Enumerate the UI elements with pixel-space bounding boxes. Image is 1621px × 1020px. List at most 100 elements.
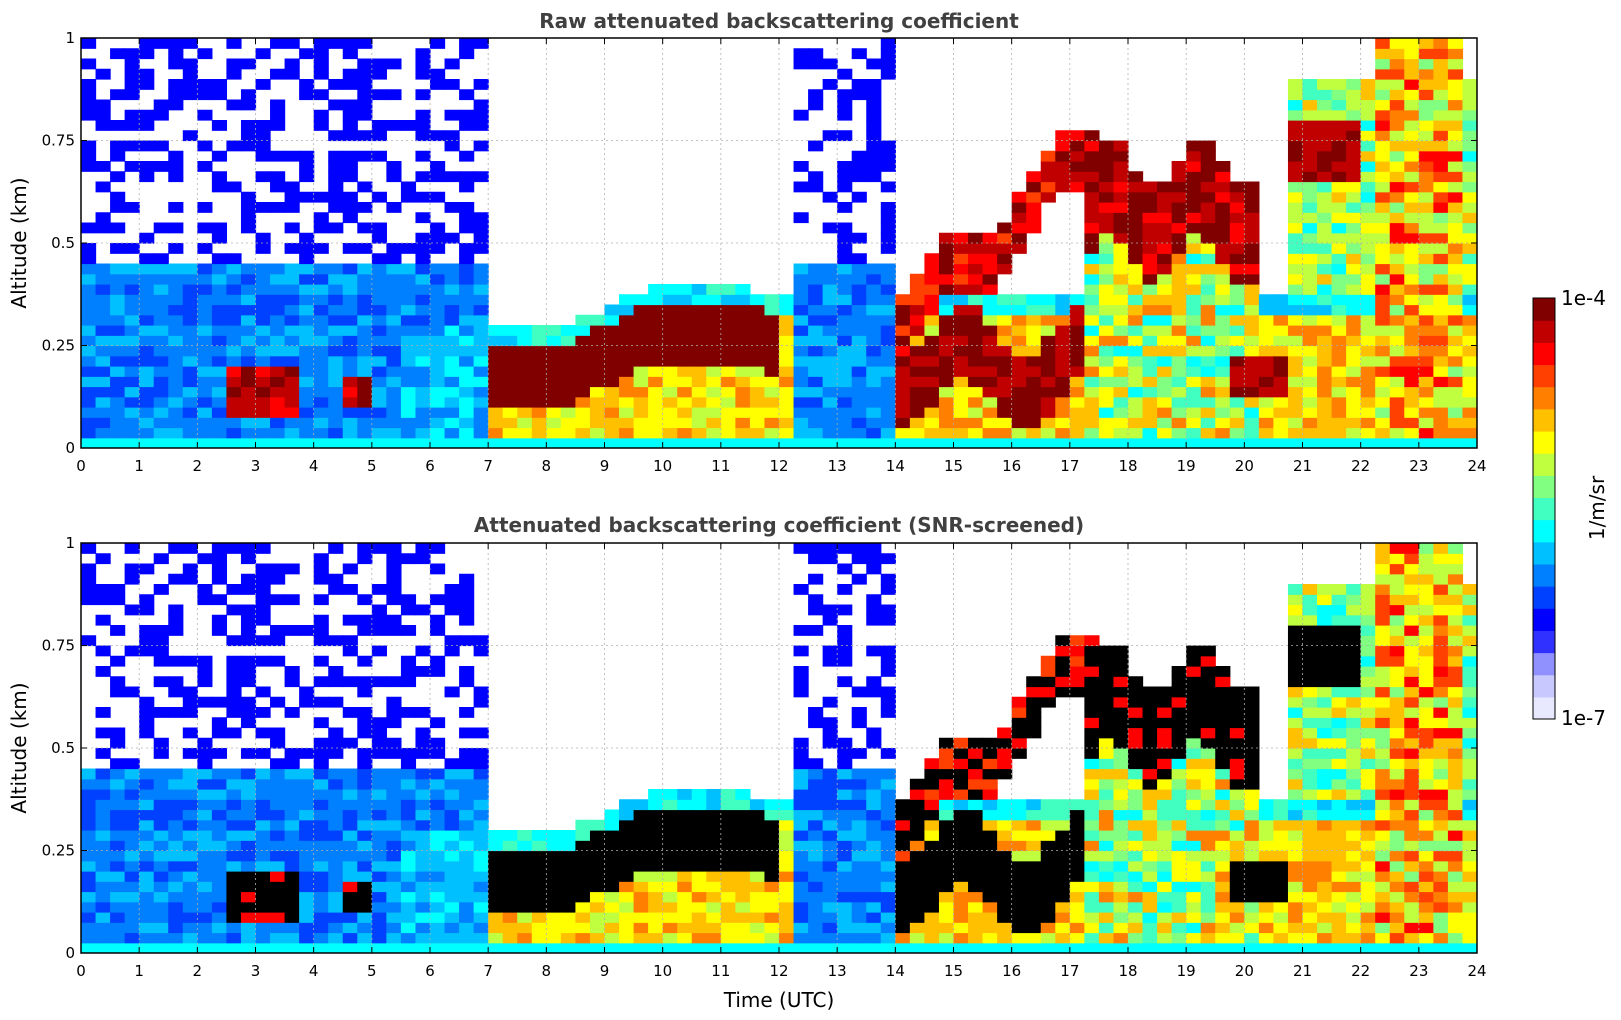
heatmap-cell (1098, 396, 1115, 408)
heatmap-cell (1302, 417, 1318, 429)
heatmap-cell (299, 396, 315, 408)
heatmap-cell (430, 407, 446, 418)
heatmap-cell (1157, 891, 1173, 903)
heatmap-cell (284, 202, 300, 213)
heatmap-cell (1200, 717, 1216, 729)
heatmap-cell (226, 366, 242, 377)
heatmap-cell (531, 840, 547, 852)
heatmap-cell (575, 437, 591, 448)
heatmap-cell (1055, 325, 1071, 336)
heatmap-cell (1128, 686, 1144, 698)
heatmap-cell (1360, 696, 1376, 708)
heatmap-cell (1404, 696, 1420, 708)
heatmap-cell (1331, 79, 1347, 90)
heatmap-cell (779, 819, 795, 831)
heatmap-cell (168, 614, 184, 626)
heatmap-cell (982, 922, 998, 934)
heatmap-cell (1215, 666, 1231, 677)
heatmap-cell (1360, 99, 1376, 111)
heatmap-cell (357, 912, 373, 923)
heatmap-cell (197, 335, 213, 347)
heatmap-cell (110, 840, 126, 852)
heatmap-cell (1287, 109, 1304, 121)
heatmap-cell (1244, 809, 1260, 821)
heatmap-cell (240, 912, 257, 923)
heatmap-cell (444, 584, 460, 595)
heatmap-cell (1418, 355, 1434, 367)
heatmap-cell (371, 727, 387, 739)
heatmap-cell (1375, 881, 1391, 893)
heatmap-cell (546, 417, 562, 429)
heatmap-cell (459, 437, 475, 448)
heatmap-cell (386, 376, 402, 388)
heatmap-cell (488, 417, 504, 429)
heatmap-cell (1098, 304, 1115, 316)
heatmap-cell (444, 140, 460, 152)
heatmap-cell (1113, 345, 1129, 357)
heatmap-cell (1389, 243, 1405, 254)
heatmap-cell (924, 809, 940, 821)
heatmap-cell (1142, 386, 1158, 398)
heatmap-cell (1302, 645, 1318, 657)
heatmap-cell (793, 666, 809, 677)
heatmap-cell (473, 79, 489, 90)
heatmap-cell (1157, 830, 1173, 841)
heatmap-cell (1069, 686, 1085, 698)
heatmap-cell (1244, 717, 1260, 729)
heatmap-cell (793, 325, 809, 336)
heatmap-cell (589, 819, 606, 831)
heatmap-cell (255, 407, 271, 418)
heatmap-cell (342, 345, 358, 357)
heatmap-cell (1098, 707, 1115, 718)
heatmap-cell (328, 417, 344, 429)
heatmap-cell (211, 294, 228, 306)
heatmap-cell (81, 840, 97, 852)
heatmap-cell (255, 942, 271, 953)
heatmap-cell (371, 932, 387, 944)
y-tick-label: 0.25 (42, 337, 75, 355)
heatmap-cell (284, 243, 300, 254)
heatmap-cell (182, 376, 198, 388)
heatmap-cell (1040, 942, 1056, 953)
heatmap-cell (1142, 304, 1158, 316)
heatmap-cell (1360, 789, 1376, 800)
heatmap-cell (95, 396, 111, 408)
heatmap-cell (139, 696, 155, 708)
heatmap-cell (1200, 758, 1216, 770)
heatmap-cell (866, 171, 882, 183)
heatmap-cell (837, 109, 853, 121)
heatmap-cell (110, 89, 126, 101)
heatmap-cell (1447, 553, 1464, 565)
heatmap-cell (313, 717, 329, 729)
heatmap-cell (1302, 191, 1318, 203)
heatmap-cell (1360, 758, 1376, 770)
heatmap-cell (1157, 417, 1173, 429)
heatmap-cell (415, 778, 431, 790)
heatmap-cell (81, 355, 97, 367)
heatmap-cell (313, 573, 329, 585)
heatmap-cell (240, 871, 257, 882)
heatmap-cell (1418, 232, 1434, 244)
heatmap-cell (1215, 809, 1231, 821)
heatmap-cell (968, 386, 984, 398)
heatmap-cell (764, 881, 780, 893)
heatmap-cell (240, 573, 257, 585)
heatmap-cell (1200, 645, 1216, 657)
heatmap-cell (1055, 850, 1071, 862)
heatmap-cell (459, 881, 475, 893)
heatmap-cell (1302, 594, 1318, 606)
heatmap-cell (182, 850, 198, 862)
heatmap-cell (953, 417, 969, 429)
heatmap-cell (938, 366, 955, 377)
heatmap-cell (459, 573, 475, 585)
heatmap-cell (619, 850, 635, 862)
heatmap-cell (880, 881, 896, 893)
heatmap-cell (313, 809, 329, 821)
heatmap-cell (779, 386, 795, 398)
heatmap-cell (110, 222, 126, 234)
heatmap-cell (444, 437, 460, 448)
heatmap-cell (1375, 737, 1391, 749)
heatmap-cell (400, 314, 417, 326)
heatmap-cell (1462, 99, 1477, 111)
heatmap-cell (1462, 345, 1477, 357)
